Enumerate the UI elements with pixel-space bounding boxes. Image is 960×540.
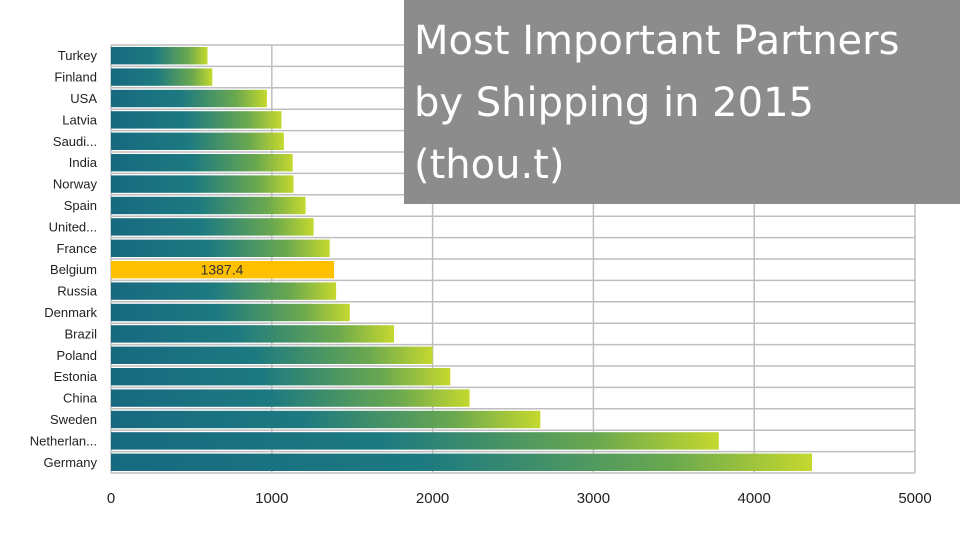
- bar-china: [111, 389, 470, 407]
- bar-denmark: [111, 303, 350, 322]
- bar-sweden: [111, 410, 541, 429]
- category-label: Norway: [53, 177, 98, 192]
- bar-netherlan: [111, 432, 719, 450]
- bars: 1387.4: [111, 47, 813, 471]
- bar-germany: [111, 453, 813, 471]
- x-tick-label: 5000: [898, 490, 931, 507]
- category-label: Turkey: [58, 48, 98, 63]
- bar-india: [111, 154, 293, 172]
- category-label: India: [69, 155, 98, 170]
- category-labels: Turkey Finland USA Latvia Saudi... India Norwa…: [30, 48, 98, 470]
- bar-united: [111, 218, 314, 236]
- bar-russia: [111, 282, 337, 300]
- bar-brazil: [111, 325, 395, 343]
- bar-estonia: [111, 368, 451, 386]
- category-label: Denmark: [44, 305, 97, 320]
- bar-france: [111, 239, 330, 257]
- x-tick-label: 2000: [416, 490, 449, 507]
- x-tick-label: 3000: [577, 490, 610, 507]
- category-label: Brazil: [64, 326, 97, 341]
- category-label: Saudi...: [53, 134, 97, 149]
- bar-poland: [111, 346, 433, 364]
- category-label: Netherlan...: [30, 433, 97, 448]
- category-label: France: [57, 241, 97, 256]
- category-label: Sweden: [50, 412, 97, 427]
- x-tick-label: 4000: [738, 490, 771, 507]
- x-tick-label: 0: [107, 490, 115, 507]
- chart-title-box: Most Important Partners by Shipping in 2…: [404, 0, 960, 204]
- bar-latvia: [111, 111, 282, 129]
- category-label: Belgium: [50, 262, 97, 277]
- x-tick-label: 1000: [255, 490, 288, 507]
- category-label: China: [63, 391, 98, 406]
- category-label: Germany: [44, 455, 98, 470]
- category-label: Latvia: [62, 112, 97, 127]
- bar-spain: [111, 196, 306, 215]
- x-axis-tick-labels: 0 1000 2000 3000 4000 5000: [107, 490, 932, 507]
- category-label: Spain: [64, 198, 97, 213]
- bar-usa: [111, 89, 267, 108]
- category-label: United...: [49, 219, 97, 234]
- category-label: Estonia: [54, 369, 98, 384]
- bar-saudi: [111, 132, 284, 150]
- chart-title: Most Important Partners by Shipping in 2…: [414, 18, 900, 188]
- category-label: USA: [70, 91, 97, 106]
- category-label: Poland: [57, 348, 97, 363]
- bar-turkey: [111, 47, 208, 65]
- bar-norway: [111, 175, 294, 193]
- category-label: Russia: [57, 284, 98, 299]
- bar-finland: [111, 68, 213, 86]
- category-label: Finland: [54, 70, 97, 85]
- bar-belgium: [111, 261, 335, 279]
- data-label-highlight: 1387.4: [201, 262, 244, 278]
